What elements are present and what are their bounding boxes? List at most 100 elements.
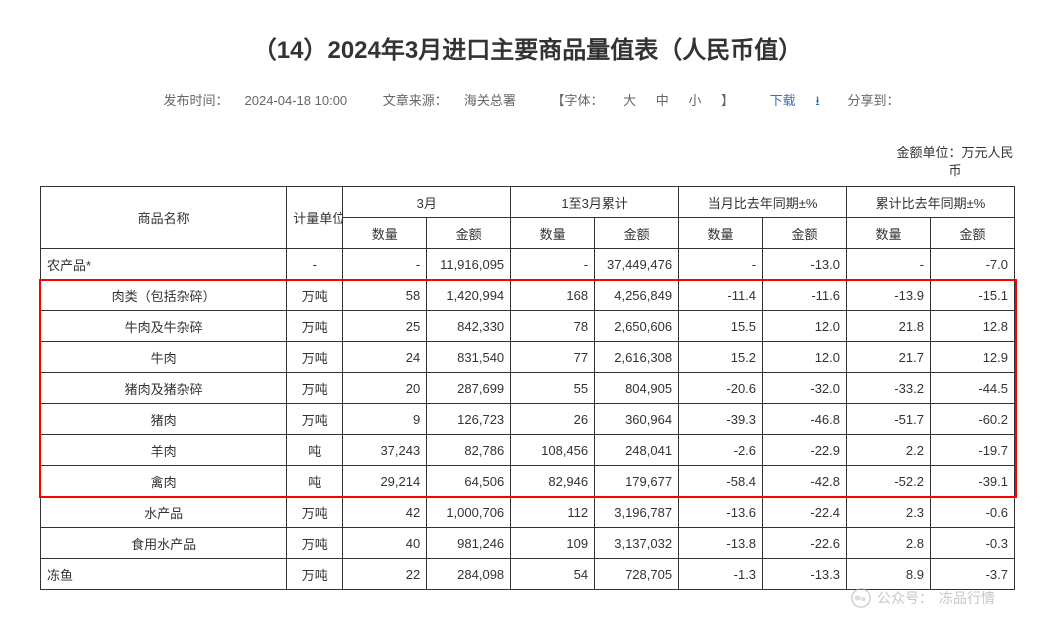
cell-yoy-m-amt: -22.6 bbox=[763, 528, 847, 559]
cell-yoy-m-amt: -13.0 bbox=[763, 249, 847, 280]
cell-month-qty: 42 bbox=[343, 497, 427, 528]
font-small-button[interactable]: 小 bbox=[688, 93, 701, 108]
cell-yoy-c-amt: -3.7 bbox=[930, 559, 1014, 590]
cell-name: 食用水产品 bbox=[41, 528, 287, 559]
cell-yoy-c-amt: -0.6 bbox=[930, 497, 1014, 528]
table-wrapper: 商品名称 计量单位 3月 1至3月累计 当月比去年同期±% 累计比去年同期±% … bbox=[40, 186, 1015, 590]
wechat-icon bbox=[851, 588, 871, 608]
cell-yoy-m-qty: 15.2 bbox=[679, 342, 763, 373]
cell-month-qty: 37,243 bbox=[343, 435, 427, 466]
table-row: 猪肉及猪杂碎万吨20287,69955804,905-20.6-32.0-33.… bbox=[41, 373, 1015, 404]
cell-month-amt: 11,916,095 bbox=[427, 249, 511, 280]
watermark-text-1: 公众号： bbox=[877, 588, 933, 608]
cell-cum-qty: 168 bbox=[511, 280, 595, 311]
cell-yoy-c-qty: -33.2 bbox=[847, 373, 931, 404]
header-amount: 金额 bbox=[930, 218, 1014, 249]
font-size-control: 【字体： 大 中 小 】 bbox=[543, 93, 745, 108]
cell-yoy-c-amt: -39.1 bbox=[930, 466, 1014, 497]
download-button[interactable]: 下载 ⭳ bbox=[762, 93, 832, 108]
cell-name: 肉类（包括杂碎） bbox=[41, 280, 287, 311]
cell-yoy-m-qty: -13.8 bbox=[679, 528, 763, 559]
header-measure-unit: 计量单位 bbox=[287, 187, 343, 249]
cell-yoy-c-qty: -52.2 bbox=[847, 466, 931, 497]
table-row: 牛肉及牛杂碎万吨25842,330782,650,60615.512.021.8… bbox=[41, 311, 1015, 342]
download-icon: ⭳ bbox=[815, 93, 820, 108]
cell-month-qty: - bbox=[343, 249, 427, 280]
cell-yoy-m-amt: 12.0 bbox=[763, 311, 847, 342]
cell-yoy-c-qty: -13.9 bbox=[847, 280, 931, 311]
cell-yoy-m-amt: 12.0 bbox=[763, 342, 847, 373]
cell-unit: 吨 bbox=[287, 466, 343, 497]
cell-cum-qty: 55 bbox=[511, 373, 595, 404]
article-source: 文章来源：海关总署 bbox=[375, 93, 524, 108]
cell-cum-amt: 728,705 bbox=[595, 559, 679, 590]
cell-name: 水产品 bbox=[41, 497, 287, 528]
cell-name: 牛肉 bbox=[41, 342, 287, 373]
cell-yoy-c-qty: 2.3 bbox=[847, 497, 931, 528]
cell-month-qty: 9 bbox=[343, 404, 427, 435]
cell-unit: 万吨 bbox=[287, 559, 343, 590]
cell-yoy-c-amt: -15.1 bbox=[930, 280, 1014, 311]
cell-unit: 万吨 bbox=[287, 311, 343, 342]
font-medium-button[interactable]: 中 bbox=[656, 93, 669, 108]
cell-yoy-m-qty: 15.5 bbox=[679, 311, 763, 342]
cell-cum-amt: 3,196,787 bbox=[595, 497, 679, 528]
cell-yoy-m-qty: - bbox=[679, 249, 763, 280]
header-product-name: 商品名称 bbox=[41, 187, 287, 249]
cell-cum-qty: 109 bbox=[511, 528, 595, 559]
header-quantity: 数量 bbox=[343, 218, 427, 249]
cell-cum-qty: 108,456 bbox=[511, 435, 595, 466]
cell-yoy-m-qty: -1.3 bbox=[679, 559, 763, 590]
cell-yoy-m-qty: -39.3 bbox=[679, 404, 763, 435]
cell-month-qty: 24 bbox=[343, 342, 427, 373]
cell-unit: 万吨 bbox=[287, 497, 343, 528]
cell-yoy-m-qty: -20.6 bbox=[679, 373, 763, 404]
cell-month-amt: 842,330 bbox=[427, 311, 511, 342]
table-header: 商品名称 计量单位 3月 1至3月累计 当月比去年同期±% 累计比去年同期±% … bbox=[41, 187, 1015, 249]
cell-yoy-m-amt: -32.0 bbox=[763, 373, 847, 404]
cell-month-amt: 284,098 bbox=[427, 559, 511, 590]
cell-unit: 万吨 bbox=[287, 404, 343, 435]
cell-cum-amt: 4,256,849 bbox=[595, 280, 679, 311]
table-row: 禽肉吨29,21464,50682,946179,677-58.4-42.8-5… bbox=[41, 466, 1015, 497]
cell-unit: 万吨 bbox=[287, 280, 343, 311]
cell-cum-amt: 37,449,476 bbox=[595, 249, 679, 280]
cell-month-qty: 20 bbox=[343, 373, 427, 404]
cell-cum-qty: - bbox=[511, 249, 595, 280]
cell-month-amt: 64,506 bbox=[427, 466, 511, 497]
table-row: 农产品*--11,916,095-37,449,476--13.0--7.0 bbox=[41, 249, 1015, 280]
cell-cum-amt: 179,677 bbox=[595, 466, 679, 497]
watermark: 公众号： 冻品行情 bbox=[851, 588, 995, 608]
cell-cum-qty: 77 bbox=[511, 342, 595, 373]
header-quantity: 数量 bbox=[511, 218, 595, 249]
cell-name: 牛肉及牛杂碎 bbox=[41, 311, 287, 342]
cell-yoy-c-amt: 12.8 bbox=[930, 311, 1014, 342]
cell-cum-qty: 26 bbox=[511, 404, 595, 435]
table-row: 水产品万吨421,000,7061123,196,787-13.6-22.42.… bbox=[41, 497, 1015, 528]
header-amount: 金额 bbox=[763, 218, 847, 249]
cell-yoy-c-qty: 8.9 bbox=[847, 559, 931, 590]
font-large-button[interactable]: 大 bbox=[623, 93, 636, 108]
cell-yoy-c-amt: -0.3 bbox=[930, 528, 1014, 559]
cell-yoy-c-amt: -19.7 bbox=[930, 435, 1014, 466]
cell-yoy-m-qty: -11.4 bbox=[679, 280, 763, 311]
cell-yoy-c-amt: -60.2 bbox=[930, 404, 1014, 435]
header-month: 3月 bbox=[343, 187, 511, 218]
header-yoy-cumulative: 累计比去年同期±% bbox=[847, 187, 1015, 218]
cell-yoy-m-amt: -42.8 bbox=[763, 466, 847, 497]
cell-yoy-c-amt: -44.5 bbox=[930, 373, 1014, 404]
cell-name: 农产品* bbox=[41, 249, 287, 280]
cell-month-qty: 58 bbox=[343, 280, 427, 311]
cell-cum-amt: 3,137,032 bbox=[595, 528, 679, 559]
cell-yoy-c-amt: 12.9 bbox=[930, 342, 1014, 373]
cell-yoy-m-amt: -46.8 bbox=[763, 404, 847, 435]
meta-bar: 发布时间：2024-04-18 10:00 文章来源：海关总署 【字体： 大 中… bbox=[40, 90, 1015, 114]
cell-cum-qty: 112 bbox=[511, 497, 595, 528]
page-title: （14）2024年3月进口主要商品量值表（人民币值） bbox=[40, 30, 1015, 65]
header-amount: 金额 bbox=[595, 218, 679, 249]
cell-yoy-m-amt: -11.6 bbox=[763, 280, 847, 311]
cell-name: 禽肉 bbox=[41, 466, 287, 497]
table-row: 猪肉万吨9126,72326360,964-39.3-46.8-51.7-60.… bbox=[41, 404, 1015, 435]
header-amount: 金额 bbox=[427, 218, 511, 249]
publish-time: 发布时间：2024-04-18 10:00 bbox=[156, 93, 356, 108]
